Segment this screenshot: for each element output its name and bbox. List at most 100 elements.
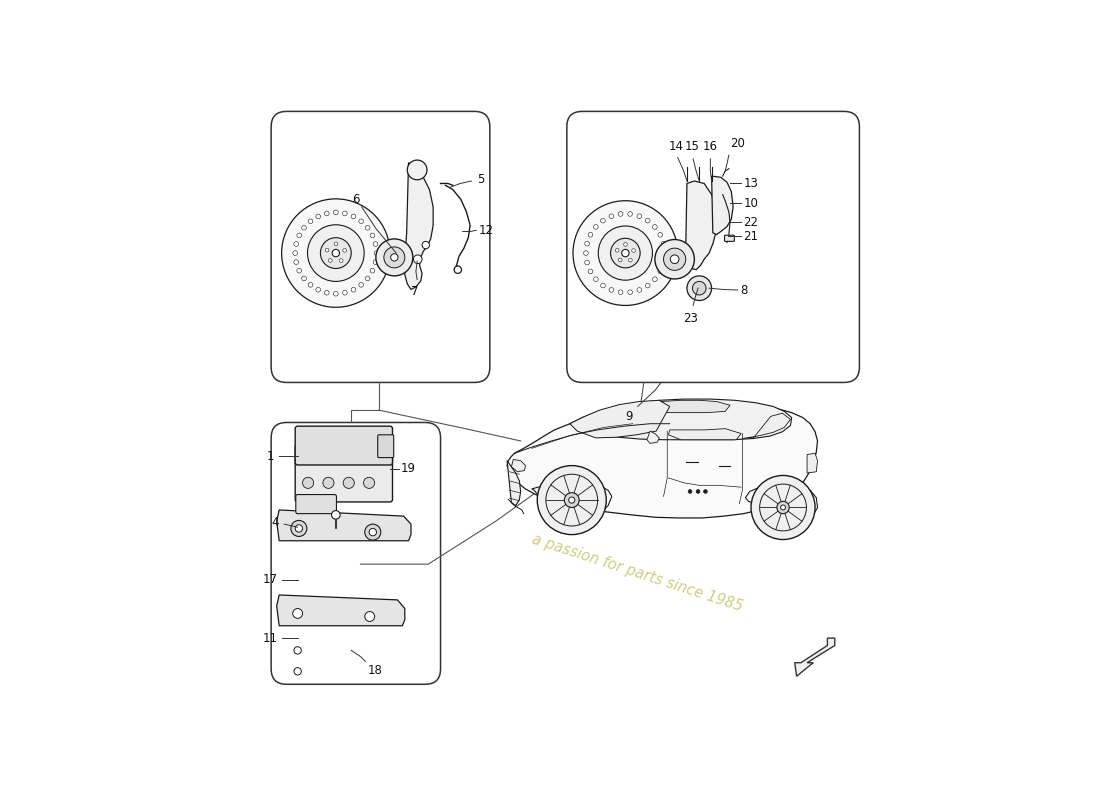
Circle shape [601, 283, 605, 288]
Circle shape [329, 258, 332, 262]
Text: 12: 12 [478, 224, 494, 237]
Circle shape [351, 214, 355, 218]
Polygon shape [630, 400, 730, 413]
Circle shape [618, 290, 623, 294]
Circle shape [333, 291, 338, 296]
Circle shape [585, 242, 590, 246]
Circle shape [359, 219, 363, 224]
Circle shape [290, 521, 307, 537]
Circle shape [339, 258, 343, 262]
Circle shape [686, 276, 712, 301]
Circle shape [615, 249, 619, 252]
Circle shape [628, 290, 632, 294]
Circle shape [294, 668, 301, 675]
Circle shape [374, 250, 378, 255]
Text: 6: 6 [352, 193, 360, 206]
FancyBboxPatch shape [271, 422, 440, 684]
Polygon shape [507, 461, 520, 506]
Circle shape [370, 529, 376, 536]
Circle shape [294, 242, 298, 246]
Text: 7: 7 [411, 285, 418, 298]
Text: 20: 20 [730, 138, 745, 150]
Circle shape [588, 269, 593, 274]
FancyBboxPatch shape [295, 445, 393, 502]
Circle shape [370, 233, 375, 238]
FancyBboxPatch shape [295, 426, 393, 465]
FancyBboxPatch shape [296, 494, 337, 514]
Circle shape [601, 218, 605, 223]
Polygon shape [512, 459, 526, 472]
Circle shape [777, 502, 789, 514]
Circle shape [658, 269, 662, 274]
Polygon shape [746, 483, 817, 523]
Polygon shape [277, 595, 405, 626]
Text: 10: 10 [744, 197, 759, 210]
Circle shape [618, 212, 623, 216]
Circle shape [302, 478, 313, 488]
Text: 22: 22 [744, 216, 759, 229]
Circle shape [537, 466, 606, 534]
Circle shape [621, 250, 629, 257]
Text: 13: 13 [744, 177, 759, 190]
Polygon shape [807, 454, 817, 473]
Polygon shape [570, 399, 792, 440]
Circle shape [584, 250, 588, 255]
Polygon shape [712, 176, 733, 234]
Circle shape [663, 248, 685, 270]
Text: 4: 4 [272, 516, 279, 530]
Circle shape [363, 478, 375, 488]
Circle shape [326, 248, 329, 252]
Circle shape [610, 238, 640, 268]
Circle shape [301, 276, 307, 281]
Circle shape [652, 277, 657, 282]
Circle shape [342, 211, 348, 216]
Circle shape [370, 268, 375, 273]
Circle shape [301, 226, 307, 230]
Circle shape [661, 242, 666, 246]
Circle shape [320, 238, 351, 269]
FancyBboxPatch shape [725, 235, 735, 242]
Circle shape [323, 478, 334, 488]
Polygon shape [647, 431, 659, 443]
FancyBboxPatch shape [271, 111, 490, 382]
Circle shape [407, 160, 427, 180]
Circle shape [324, 211, 329, 216]
Circle shape [384, 247, 405, 268]
Circle shape [618, 258, 621, 262]
Polygon shape [405, 162, 433, 290]
Circle shape [585, 260, 590, 265]
Circle shape [297, 233, 301, 238]
Circle shape [324, 290, 329, 295]
Circle shape [637, 214, 641, 218]
Circle shape [609, 214, 614, 218]
Circle shape [390, 254, 398, 261]
Circle shape [359, 282, 363, 287]
Circle shape [454, 266, 462, 274]
Circle shape [293, 250, 297, 255]
Text: 5: 5 [477, 173, 485, 186]
Circle shape [781, 505, 785, 510]
FancyBboxPatch shape [566, 111, 859, 382]
Circle shape [343, 249, 346, 252]
Text: 19: 19 [402, 462, 416, 475]
Circle shape [351, 287, 355, 292]
Circle shape [654, 239, 694, 279]
Circle shape [365, 226, 370, 230]
Text: 8: 8 [740, 283, 747, 297]
Circle shape [569, 497, 575, 503]
Circle shape [308, 225, 364, 282]
Circle shape [316, 287, 320, 292]
Circle shape [661, 260, 666, 265]
Circle shape [295, 525, 302, 532]
Circle shape [704, 490, 707, 494]
Polygon shape [669, 429, 741, 440]
Circle shape [689, 490, 692, 494]
Circle shape [628, 258, 632, 262]
Circle shape [308, 219, 312, 224]
Circle shape [594, 277, 598, 282]
Polygon shape [742, 414, 791, 438]
Circle shape [573, 201, 678, 306]
Circle shape [594, 225, 598, 230]
Circle shape [308, 282, 312, 287]
Circle shape [331, 510, 340, 519]
